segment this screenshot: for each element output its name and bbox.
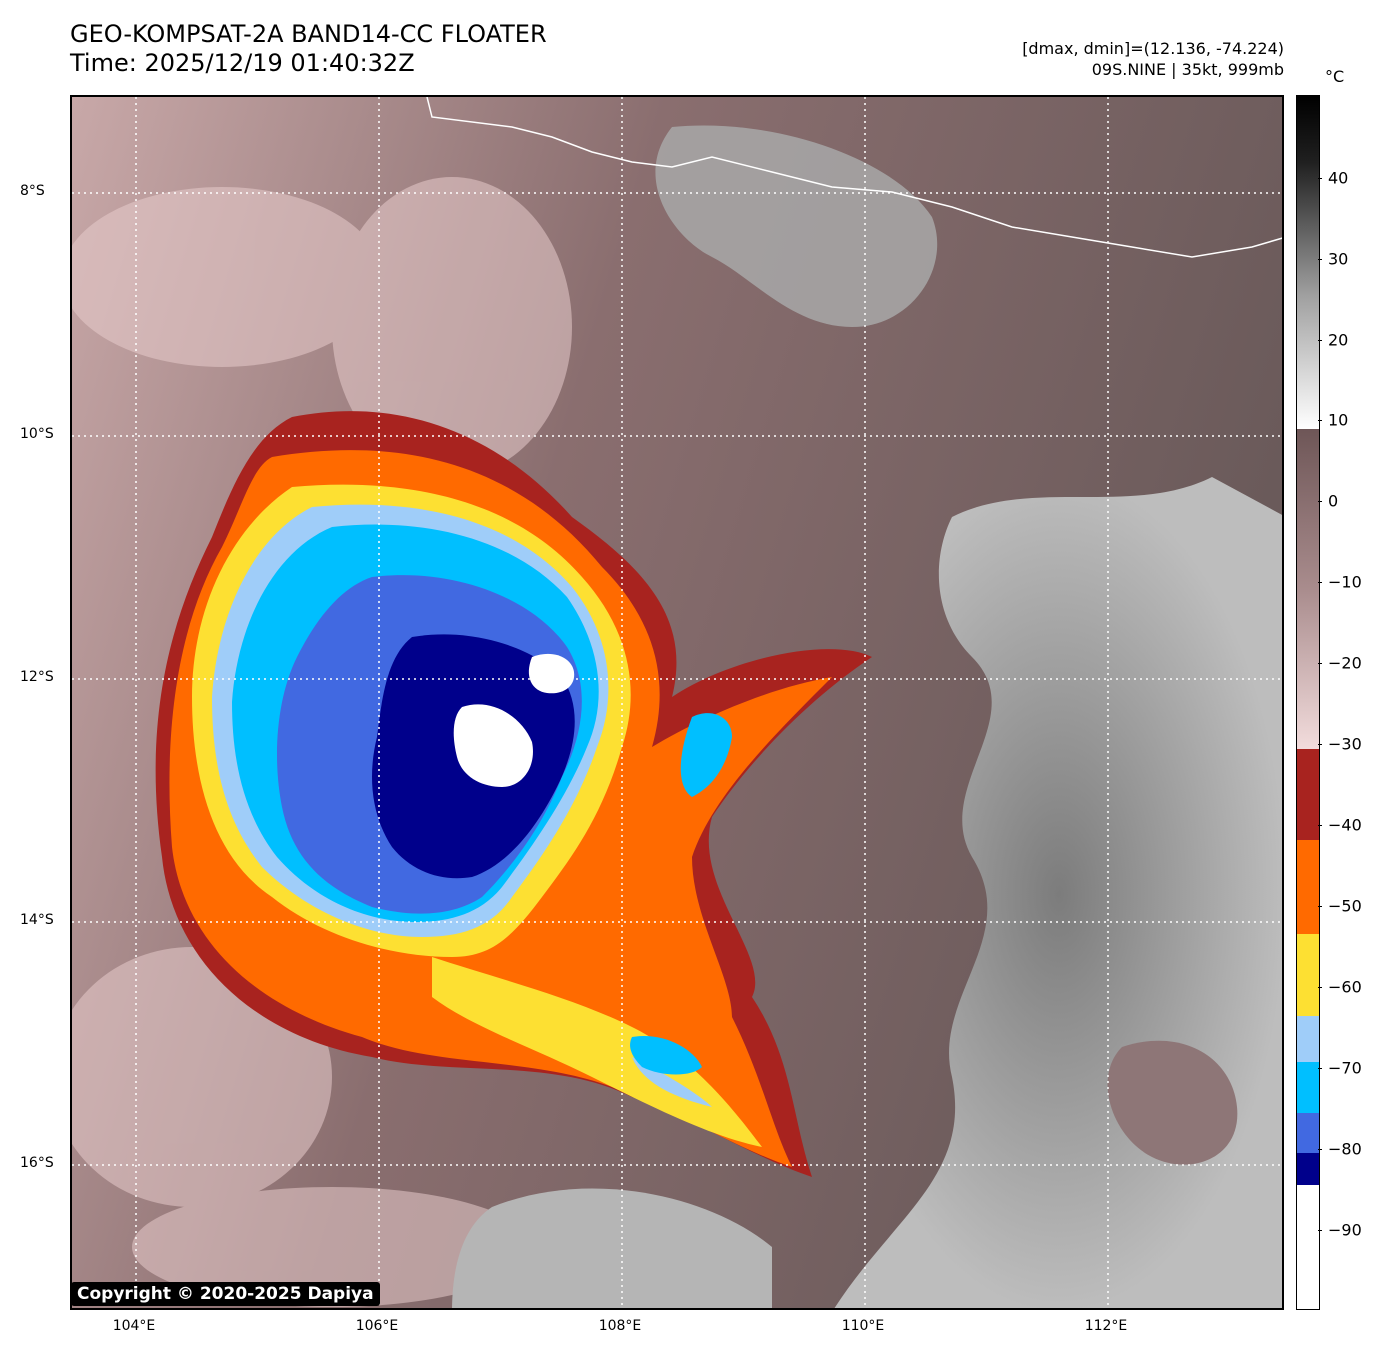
colorbar-tick-minus40: −40 (1328, 815, 1362, 835)
title-line-1: GEO-KOMPSAT-2A BAND14-CC FLOATER (70, 20, 547, 48)
lat-label-12s: 12°S (20, 669, 54, 685)
lon-label-106e: 106°E (355, 1318, 399, 1334)
coastline (426, 97, 1282, 258)
lat-label-10s: 10°S (20, 426, 54, 442)
rainband-patch-blue (680, 713, 732, 797)
temperature-colorbar (1296, 95, 1320, 1310)
satellite-image (70, 95, 1284, 1310)
colorbar-tick-minus80: −80 (1328, 1139, 1362, 1159)
cold-core-small (528, 653, 575, 694)
colorbar-tick-minus70: −70 (1328, 1058, 1362, 1078)
colorbar-tick-minus10: −10 (1328, 572, 1362, 592)
colorbar-tick-minus30: −30 (1328, 734, 1362, 754)
title-line-2: Time: 2025/12/19 01:40:32Z (70, 49, 415, 77)
lon-label-108e: 108°E (598, 1318, 642, 1334)
cold-core-minus80 (453, 704, 533, 787)
rainband-patch-south (630, 1036, 702, 1075)
colorbar-unit: °C (1325, 67, 1345, 86)
storm-info-label: 09S.NINE | 35kt, 999mb (1091, 60, 1284, 79)
cirrus-streaks (72, 177, 572, 1307)
colorbar-tick-minus20: −20 (1328, 653, 1362, 673)
colorbar-tick-10: 10 (1328, 410, 1349, 430)
colorbar-tick-0: 0 (1328, 491, 1339, 511)
colorbar-tick-minus90: −90 (1328, 1220, 1362, 1240)
colorbar-gradient (1297, 96, 1319, 1309)
colorbar-tick-40: 40 (1328, 168, 1349, 188)
storm-meta: [dmax, dmin]=(12.136, -74.224) 09S.NINE … (1022, 38, 1284, 80)
lat-label-14s: 14°S (20, 912, 54, 928)
grey-cloud-north (655, 125, 938, 327)
colorbar-tick-30: 30 (1328, 249, 1349, 269)
ir-imagery (72, 97, 1282, 1308)
lat-label-16s: 16°S (20, 1155, 54, 1171)
colorbar-tick-minus50: −50 (1328, 896, 1362, 916)
lon-label-112e: 112°E (1084, 1318, 1128, 1334)
warm-island-southeast (1107, 1040, 1238, 1165)
lat-lon-grid (72, 97, 1282, 1308)
figure-title: GEO-KOMPSAT-2A BAND14-CC FLOATER Time: 2… (70, 20, 547, 78)
lon-label-110e: 110°E (841, 1318, 885, 1334)
grey-cloud-south (452, 1188, 772, 1308)
lat-label-8s: 8°S (20, 183, 45, 199)
colorbar-tick-minus60: −60 (1328, 977, 1362, 997)
colorbar-tick-20: 20 (1328, 330, 1349, 350)
data-range-label: [dmax, dmin]=(12.136, -74.224) (1022, 39, 1284, 58)
copyright-badge: Copyright © 2020-2025 Dapiya (71, 1282, 380, 1306)
lon-label-104e: 104°E (112, 1318, 156, 1334)
